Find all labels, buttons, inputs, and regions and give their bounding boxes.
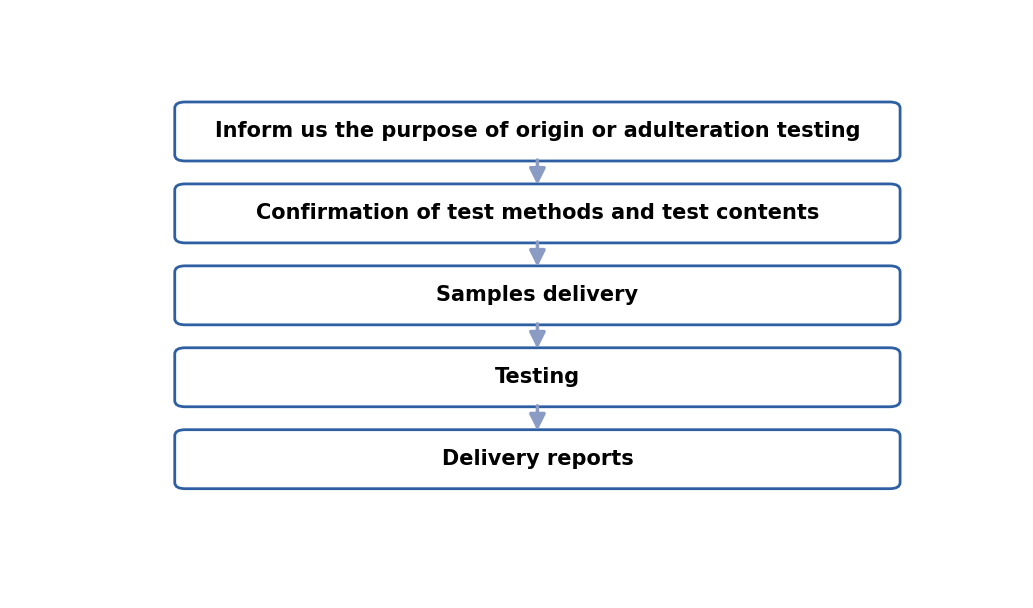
Text: Inform us the purpose of origin or adulteration testing: Inform us the purpose of origin or adult… — [215, 122, 860, 142]
Text: Confirmation of test methods and test contents: Confirmation of test methods and test co… — [256, 204, 819, 223]
FancyBboxPatch shape — [175, 348, 900, 407]
FancyBboxPatch shape — [175, 430, 900, 489]
FancyBboxPatch shape — [175, 266, 900, 325]
Text: Delivery reports: Delivery reports — [441, 449, 633, 469]
Text: Samples delivery: Samples delivery — [436, 285, 638, 305]
FancyBboxPatch shape — [175, 102, 900, 161]
FancyBboxPatch shape — [175, 184, 900, 243]
Text: Testing: Testing — [495, 367, 580, 387]
